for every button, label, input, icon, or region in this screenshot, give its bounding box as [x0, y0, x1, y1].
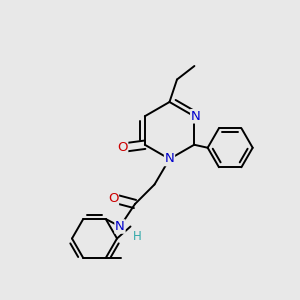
Text: O: O — [117, 141, 128, 154]
Text: N: N — [191, 110, 201, 123]
Text: H: H — [133, 230, 142, 243]
Text: N: N — [165, 152, 174, 166]
Text: O: O — [108, 192, 118, 205]
Text: N: N — [115, 220, 125, 233]
